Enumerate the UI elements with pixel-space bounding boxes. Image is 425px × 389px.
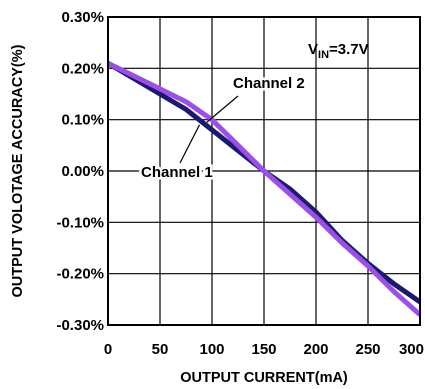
series-label: Channel 1 bbox=[141, 164, 213, 181]
x-tick-label: 150 bbox=[251, 341, 276, 358]
y-axis-title: OUTPUT VOLOTAGE ACCURACY(%) bbox=[10, 44, 26, 297]
x-tick-label: 100 bbox=[199, 341, 224, 358]
series-line-2 bbox=[106, 60, 422, 317]
grid bbox=[108, 17, 420, 325]
x-tick-labels: 0 50 100 150 200 250 300 bbox=[104, 341, 424, 358]
y-tick-label: -0.10% bbox=[56, 214, 104, 231]
y-tick-label: 0.10% bbox=[61, 112, 104, 129]
y-tick-label: -0.30% bbox=[56, 317, 104, 334]
series-lines bbox=[106, 60, 422, 317]
x-tick-label: 250 bbox=[355, 341, 380, 358]
x-tick-label: 0 bbox=[104, 341, 112, 358]
x-tick-label: 200 bbox=[303, 341, 328, 358]
series-label-leader bbox=[206, 95, 239, 123]
y-tick-label: 0.20% bbox=[61, 60, 104, 77]
y-tick-label: 0.30% bbox=[61, 9, 104, 26]
x-tick-label: 300 bbox=[399, 341, 424, 358]
vin-suffix: =3.7V bbox=[329, 41, 369, 58]
series-label-leader bbox=[179, 124, 201, 164]
y-tick-label: 0.00% bbox=[61, 163, 104, 180]
vin-subscript: IN bbox=[318, 49, 329, 61]
series-labels: Channel 2 Channel 1 bbox=[139, 73, 308, 184]
x-axis-title: OUTPUT CURRENT(mA) bbox=[180, 370, 348, 386]
series-label: Channel 2 bbox=[233, 75, 305, 92]
vin-prefix: V bbox=[308, 41, 318, 58]
y-tick-labels: 0.30% 0.20% 0.10% 0.00% -0.10% -0.20% -0.30% bbox=[56, 9, 104, 334]
vin-annotation: VIN=3.7V bbox=[308, 41, 369, 61]
y-tick-label: -0.20% bbox=[56, 266, 104, 283]
x-tick-label: 50 bbox=[152, 341, 169, 358]
plot-frame bbox=[107, 16, 421, 326]
